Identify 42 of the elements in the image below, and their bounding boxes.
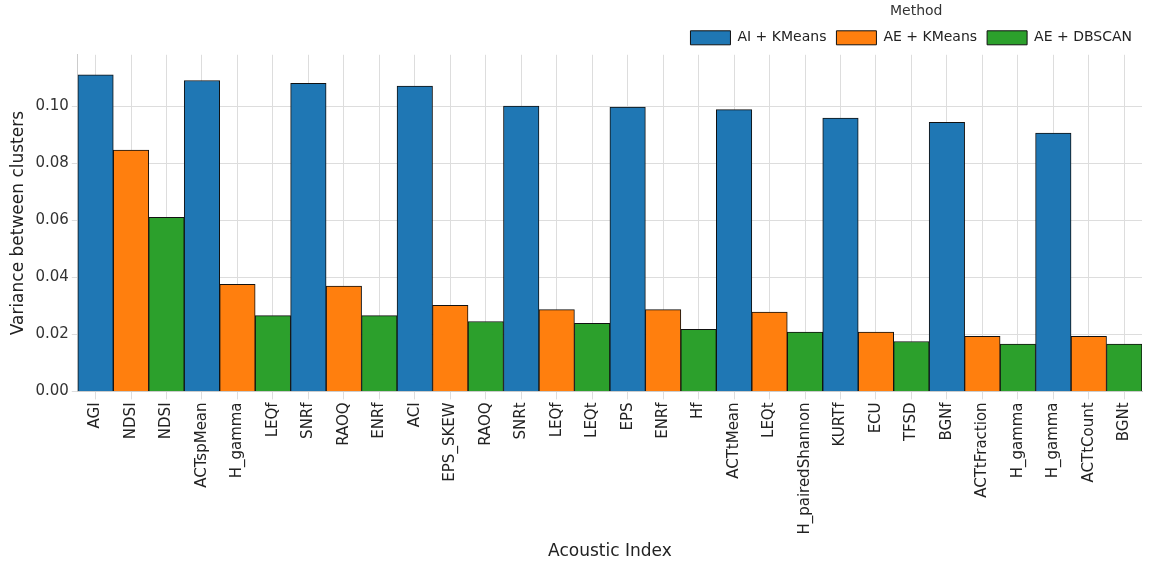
y-tick-label: 0.00 [35,381,69,400]
legend-label: AE + KMeans [883,28,978,45]
x-tick-label: LEQt [759,402,778,438]
x-tick-label: BGNt [1114,402,1133,442]
x-tick-label: ACI [404,402,423,428]
x-tick-label: H_gamma [1043,402,1063,479]
y-tick-label: 0.04 [35,267,69,286]
y-tick-label: 0.10 [35,96,69,115]
x-tick-label: EPS_SKEW [440,402,460,482]
x-tick-label: BGNf [936,401,955,441]
x-tick-label: KURTf [830,401,849,447]
x-tick-label: ACTspMean [191,402,210,488]
x-tick-label: TFSD [901,402,920,443]
x-tick-label: H_pairedShannon [794,402,814,535]
x-tick-label: SNRt [511,402,530,440]
x-tick-label: ECU [865,402,884,434]
y-axis-title: Variance between clusters [6,110,27,336]
x-tick-label: H_gamma [1007,402,1027,479]
x-tick-label: H_gamma [227,402,247,479]
x-tick-label: ACTtMean [723,402,742,479]
legend-label: AI + KMeans [737,28,827,45]
x-tick-label: RAOQ [475,402,494,446]
x-tick-label: SNRf [298,401,317,439]
x-tick-label: NDSI [156,402,175,440]
y-tick-label: 0.06 [35,210,69,229]
x-tick-label: AGI [85,402,104,429]
x-tick-label: LEQt [582,402,601,438]
y-tick-label: 0.08 [35,153,69,172]
x-tick-label: ENRf [653,401,671,439]
x-axis-title: Acoustic Index [548,540,672,561]
x-tick-label: LEQf [546,401,565,438]
x-tick-label: EPS [617,402,636,431]
legend-label: AE + DBSCAN [1034,28,1132,45]
x-tick-label: RAOQ [333,402,352,446]
x-tick-label: ENRf [369,401,388,439]
legend-title: Method [889,1,943,18]
x-tick-label: ACTtFraction [972,402,991,498]
y-tick-label: 0.02 [35,324,69,343]
x-tick-label: Hf [688,401,707,419]
x-tick-label: NDSI [120,402,139,440]
x-tick-label: ACTtCount [1078,402,1097,483]
x-tick-label: LEQf [262,401,281,438]
